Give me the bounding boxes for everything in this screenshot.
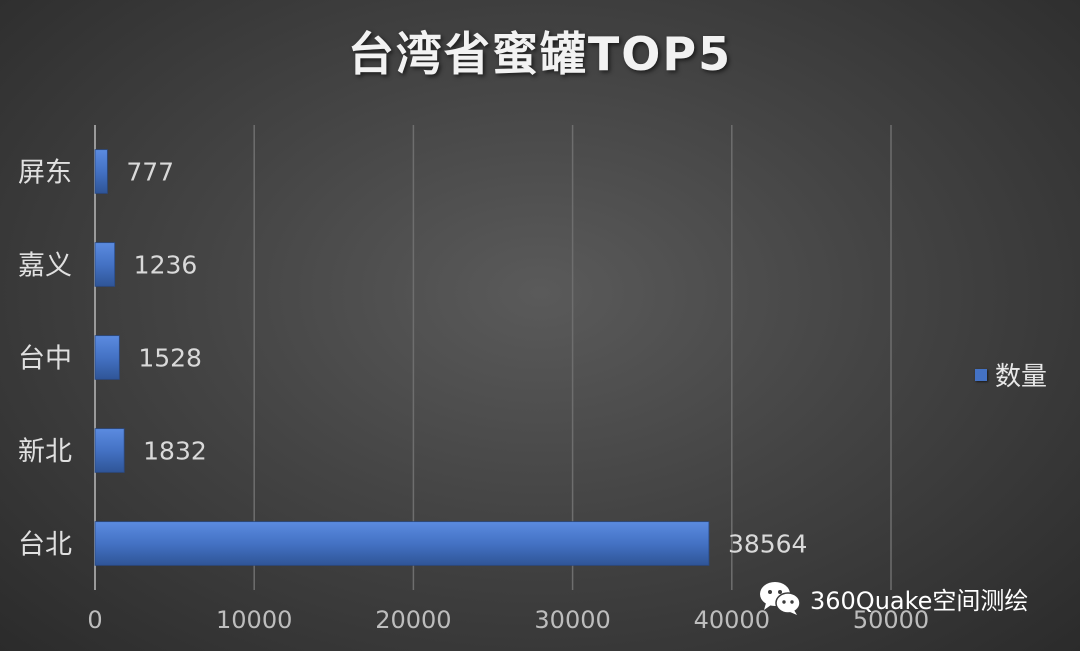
x-tick-label: 0 <box>87 606 102 634</box>
bar <box>94 428 125 473</box>
watermark-text: 360Quake空间测绘 <box>810 586 1029 615</box>
x-tick-label: 30000 <box>534 606 610 634</box>
category-label: 台北 <box>18 530 72 561</box>
bar <box>94 149 108 194</box>
category-label: 嘉义 <box>18 251 72 282</box>
category-label: 台中 <box>18 344 72 375</box>
legend-swatch <box>975 368 987 381</box>
data-label: 1236 <box>134 251 198 280</box>
x-tick-label: 20000 <box>375 606 451 634</box>
bar <box>94 335 120 380</box>
bar <box>94 242 116 287</box>
data-label: 38564 <box>728 530 808 559</box>
wechat-icon <box>760 582 801 615</box>
category-label: 屏东 <box>18 158 72 189</box>
data-label: 777 <box>126 158 174 187</box>
watermark: 360Quake空间测绘 <box>758 580 1028 616</box>
legend-label: 数量 <box>995 362 1048 392</box>
x-tick-label: 50000 <box>853 606 929 634</box>
x-tick-label: 10000 <box>216 606 292 634</box>
data-label: 1528 <box>138 344 202 373</box>
legend: 数量 <box>975 356 1047 393</box>
category-label: 新北 <box>18 437 72 468</box>
chart-title: 台湾省蜜罐TOP5 <box>347 27 733 81</box>
bar <box>94 521 710 566</box>
data-label: 1832 <box>143 437 207 466</box>
x-tick-label: 40000 <box>694 606 770 634</box>
